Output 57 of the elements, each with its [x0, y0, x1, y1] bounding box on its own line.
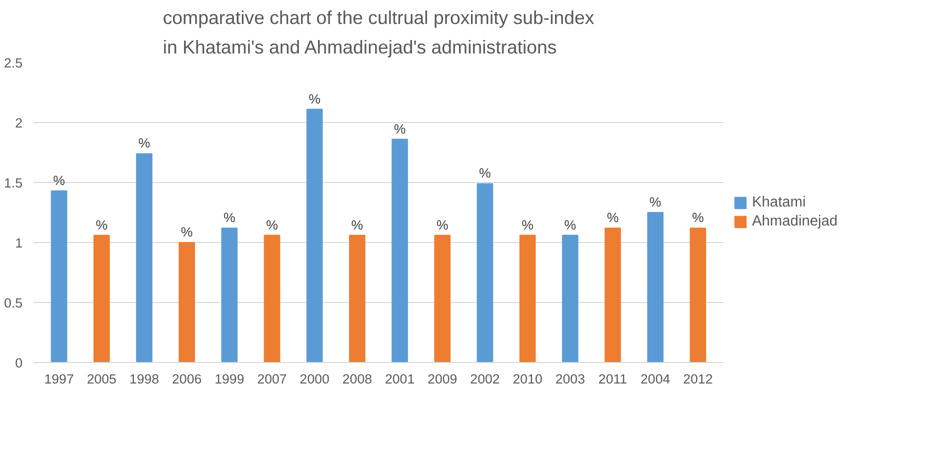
legend-label: Khatami [752, 194, 806, 210]
x-tick-label: 2005 [86, 372, 116, 386]
x-tick-label: 2012 [683, 372, 713, 386]
bar [604, 228, 621, 362]
data-label: % [308, 91, 321, 106]
x-tick-label: 1997 [44, 372, 74, 386]
x-tick-label: 2002 [470, 372, 500, 386]
x-tick-label: 2007 [257, 372, 287, 386]
x-tick-label: 2000 [300, 372, 330, 386]
data-label: % [224, 210, 236, 226]
y-tick-label: 1.5 [4, 176, 23, 190]
y-tick-label: 1 [15, 236, 23, 250]
y-tick-label: 0 [15, 356, 23, 370]
x-tick-label: 2011 [598, 372, 628, 386]
data-label: % [606, 210, 619, 226]
x-tick-label: 2006 [172, 372, 202, 386]
x-tick-label: 1999 [214, 372, 244, 386]
bar [647, 212, 664, 362]
data-label: % [436, 217, 448, 232]
bar [221, 228, 238, 362]
y-tick-label: 0.5 [4, 296, 23, 310]
data-label: % [96, 217, 108, 232]
bar [434, 234, 451, 362]
bar [349, 234, 366, 362]
data-label: % [266, 217, 278, 232]
x-tick-label: 2010 [512, 372, 542, 386]
bar [50, 190, 68, 362]
data-label: % [138, 136, 150, 151]
data-label: % [394, 121, 406, 136]
bar [264, 234, 280, 362]
x-tick-label: 2009 [428, 372, 458, 386]
data-label: % [351, 217, 364, 232]
bar [93, 234, 110, 362]
data-label: % [180, 224, 193, 240]
data-label: % [692, 210, 704, 226]
data-label: % [53, 172, 66, 188]
bar [392, 138, 408, 362]
data-label: % [522, 217, 534, 232]
bar [476, 183, 494, 362]
bar [562, 234, 578, 362]
bar [690, 228, 706, 362]
x-tick-label: 2003 [555, 372, 585, 386]
bar [519, 234, 536, 362]
y-tick-label: 2 [15, 116, 23, 130]
data-label: % [479, 166, 492, 181]
data-label: % [564, 217, 576, 232]
bar [178, 242, 195, 362]
data-label: % [649, 194, 662, 210]
x-tick-label: 2008 [342, 372, 372, 386]
bar [306, 108, 323, 362]
y-tick-label: 2.5 [4, 56, 23, 70]
chart-title: comparative chart of the cultrual proximity sub-index in Khatami's and Ahmadinejad's administrations [162, 7, 595, 58]
x-tick-label: 2001 [384, 372, 415, 386]
legend-label: Ahmadinejad [752, 214, 838, 230]
bar [136, 153, 152, 362]
x-tick-label: 1998 [129, 372, 160, 386]
x-tick-label: 2004 [640, 372, 671, 386]
